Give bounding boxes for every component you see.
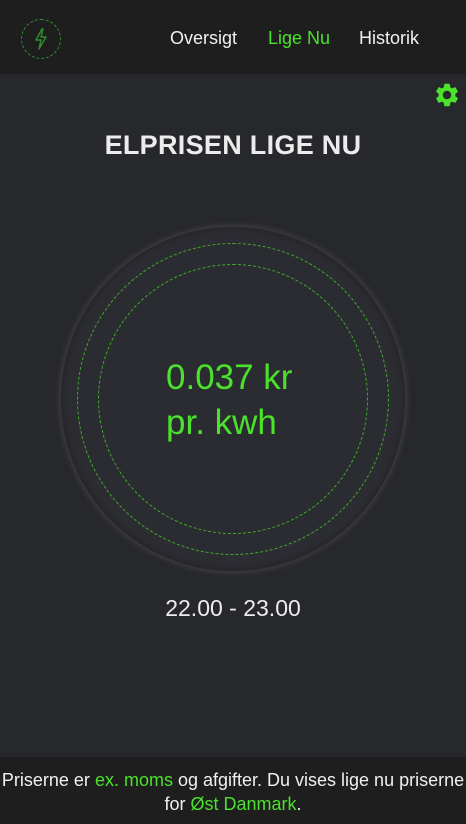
region-link[interactable]: Øst Danmark [190, 794, 297, 814]
time-period: 22.00 - 23.00 [165, 595, 301, 621]
nav-historik[interactable]: Historik [359, 28, 420, 48]
app-header: Oversigt Lige Nu Historik [0, 0, 466, 72]
footer-text-1: Priserne er [1, 770, 95, 790]
price-unit: pr. kwh [166, 403, 277, 442]
lightning-bolt-icon [35, 28, 47, 50]
gauge-inner-ring [98, 264, 368, 534]
vat-note: ex. moms [94, 770, 173, 790]
gear-icon [436, 83, 458, 107]
logo[interactable] [21, 19, 61, 59]
footer-text-2: og afgifter. Du vises lige nu priserne f… [164, 770, 465, 814]
price-gauge: 0.037 kr pr. kwh [61, 227, 405, 571]
nav-oversigt[interactable]: Oversigt [170, 28, 238, 48]
footer-text-3: . [296, 794, 302, 814]
current-price: 0.037 kr [166, 358, 293, 397]
page-title: ELPRISEN LIGE NU [104, 130, 362, 160]
gauge-outer-ring [77, 243, 389, 555]
nav-lige-nu[interactable]: Lige Nu [268, 28, 331, 48]
footer-note: Priserne er ex. moms og afgifter. Du vis… [0, 757, 466, 824]
settings-button[interactable] [433, 81, 461, 109]
